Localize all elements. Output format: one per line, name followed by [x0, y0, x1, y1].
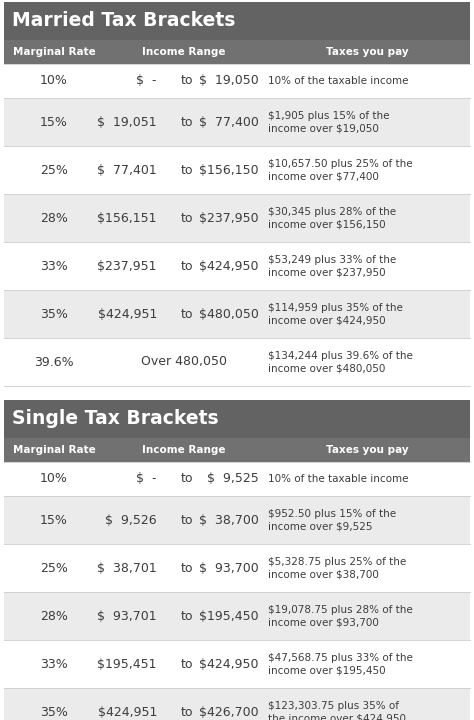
Text: 10% of the taxable income: 10% of the taxable income [268, 474, 409, 484]
Text: 35%: 35% [40, 706, 68, 719]
Text: $424,950: $424,950 [200, 259, 259, 272]
Text: $  93,700: $ 93,700 [199, 562, 259, 575]
Text: $  -: $ - [137, 472, 157, 485]
Text: 33%: 33% [40, 259, 68, 272]
Text: $424,951: $424,951 [98, 706, 157, 719]
Text: 28%: 28% [40, 212, 68, 225]
Text: $  38,700: $ 38,700 [199, 513, 259, 526]
Text: $156,150: $156,150 [200, 163, 259, 176]
Text: $134,244 plus 39.6% of the
income over $480,050: $134,244 plus 39.6% of the income over $… [268, 351, 413, 374]
Bar [4, 2, 470, 40]
Text: $  77,401: $ 77,401 [97, 163, 157, 176]
Text: $19,078.75 plus 28% of the
income over $93,700: $19,078.75 plus 28% of the income over $… [268, 605, 413, 627]
Text: Over 480,050: Over 480,050 [141, 356, 227, 369]
Text: Marginal Rate: Marginal Rate [13, 445, 95, 455]
Bar [4, 242, 470, 290]
Text: to: to [181, 472, 193, 485]
Text: $195,450: $195,450 [200, 610, 259, 623]
Text: to: to [181, 115, 193, 128]
Text: to: to [181, 657, 193, 670]
Text: $  9,525: $ 9,525 [207, 472, 259, 485]
Text: Single Tax Brackets: Single Tax Brackets [12, 410, 219, 428]
Bar [4, 640, 470, 688]
Text: to: to [181, 212, 193, 225]
Text: $  19,051: $ 19,051 [97, 115, 157, 128]
Text: to: to [181, 74, 193, 88]
Text: 10%: 10% [40, 472, 68, 485]
Text: $426,700: $426,700 [200, 706, 259, 719]
Text: $1,905 plus 15% of the
income over $19,050: $1,905 plus 15% of the income over $19,0… [268, 111, 390, 133]
Text: 35%: 35% [40, 307, 68, 320]
Text: $  77,400: $ 77,400 [199, 115, 259, 128]
Text: $10,657.50 plus 25% of the
income over $77,400: $10,657.50 plus 25% of the income over $… [268, 158, 413, 181]
Text: $114,959 plus 35% of the
income over $424,950: $114,959 plus 35% of the income over $42… [268, 302, 403, 325]
Text: $237,950: $237,950 [200, 212, 259, 225]
Bar [4, 400, 470, 438]
Text: $424,951: $424,951 [98, 307, 157, 320]
Bar [4, 496, 470, 544]
Text: Marginal Rate: Marginal Rate [13, 47, 95, 57]
Text: to: to [181, 610, 193, 623]
Text: to: to [181, 259, 193, 272]
Text: Taxes you pay: Taxes you pay [326, 47, 408, 57]
Text: 10%: 10% [40, 74, 68, 88]
Text: $123,303.75 plus 35% of
the income over $424,950: $123,303.75 plus 35% of the income over … [268, 701, 406, 720]
Bar [4, 40, 470, 64]
Text: $47,568.75 plus 33% of the
income over $195,450: $47,568.75 plus 33% of the income over $… [268, 652, 413, 675]
Bar [4, 462, 470, 496]
Text: $480,050: $480,050 [199, 307, 259, 320]
Text: to: to [181, 706, 193, 719]
Text: $30,345 plus 28% of the
income over $156,150: $30,345 plus 28% of the income over $156… [268, 207, 396, 230]
Text: $  19,050: $ 19,050 [199, 74, 259, 88]
Text: $  38,701: $ 38,701 [97, 562, 157, 575]
Text: Income Range: Income Range [142, 445, 226, 455]
Text: $  9,526: $ 9,526 [105, 513, 157, 526]
Text: 28%: 28% [40, 610, 68, 623]
Bar [4, 338, 470, 386]
Text: $424,950: $424,950 [200, 657, 259, 670]
Text: 15%: 15% [40, 513, 68, 526]
Text: $237,951: $237,951 [98, 259, 157, 272]
Text: to: to [181, 163, 193, 176]
Text: 25%: 25% [40, 163, 68, 176]
Bar [4, 438, 470, 462]
Bar [4, 98, 470, 146]
Text: 10% of the taxable income: 10% of the taxable income [268, 76, 409, 86]
Bar [4, 194, 470, 242]
Bar [4, 544, 470, 592]
Bar [4, 64, 470, 98]
Text: 39.6%: 39.6% [34, 356, 74, 369]
Text: $195,451: $195,451 [98, 657, 157, 670]
Text: Income Range: Income Range [142, 47, 226, 57]
Text: Married Tax Brackets: Married Tax Brackets [12, 12, 236, 30]
Text: $5,328.75 plus 25% of the
income over $38,700: $5,328.75 plus 25% of the income over $3… [268, 557, 406, 580]
Text: $952.50 plus 15% of the
income over $9,525: $952.50 plus 15% of the income over $9,5… [268, 508, 396, 531]
Text: to: to [181, 307, 193, 320]
Text: Taxes you pay: Taxes you pay [326, 445, 408, 455]
Text: 25%: 25% [40, 562, 68, 575]
Text: to: to [181, 513, 193, 526]
Bar [4, 146, 470, 194]
Text: $  -: $ - [137, 74, 157, 88]
Bar [4, 688, 470, 720]
Text: $156,151: $156,151 [98, 212, 157, 225]
Text: 15%: 15% [40, 115, 68, 128]
Text: $  93,701: $ 93,701 [97, 610, 157, 623]
Text: to: to [181, 562, 193, 575]
Bar [4, 290, 470, 338]
Text: 33%: 33% [40, 657, 68, 670]
Text: $53,249 plus 33% of the
income over $237,950: $53,249 plus 33% of the income over $237… [268, 255, 396, 277]
Bar [4, 592, 470, 640]
